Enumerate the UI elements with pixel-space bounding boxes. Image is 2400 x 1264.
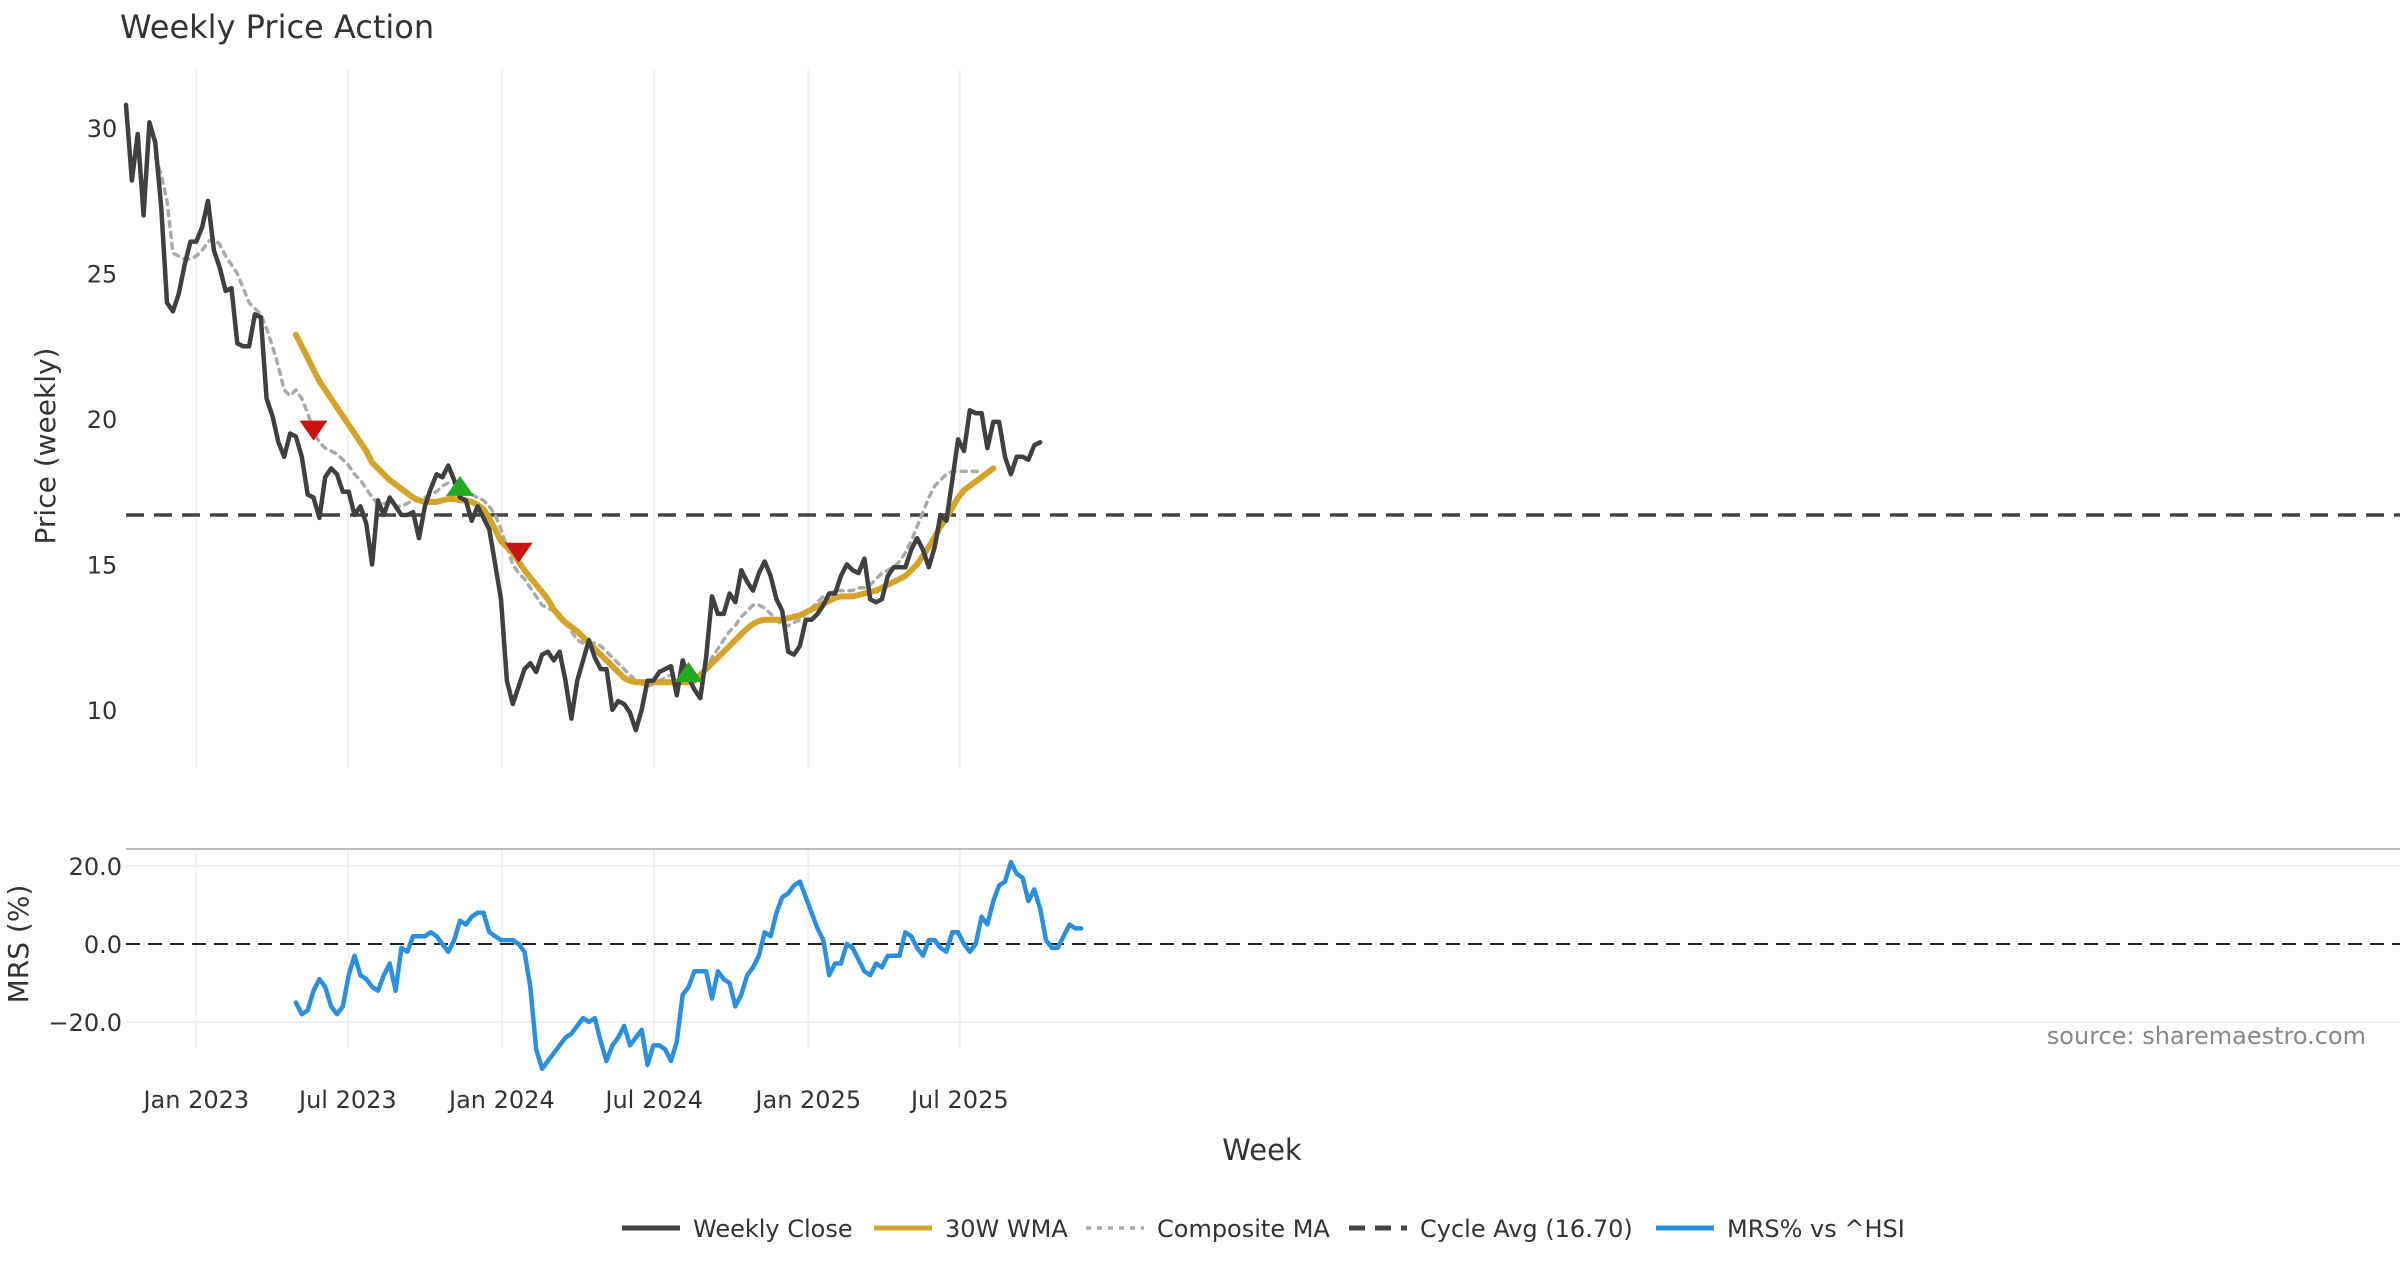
mrs-y-tick-label: −20.0	[48, 1009, 122, 1037]
price-y-tick-label: 25	[87, 261, 118, 289]
buy-signal-marker	[446, 475, 475, 496]
price-y-tick-label: 15	[87, 551, 118, 579]
x-tick-label: Jan 2024	[447, 1086, 555, 1114]
x-tick-label: Jul 2023	[297, 1086, 397, 1114]
mrs-y-axis-label: MRS (%)	[2, 885, 35, 1004]
mrs-y-tick-label: 20.0	[69, 853, 122, 881]
buy-signal-marker	[674, 662, 703, 683]
mrs-series-group	[293, 859, 1084, 1072]
series-30w-wma-line	[292, 331, 997, 686]
price-y-tick-label: 20	[87, 406, 118, 434]
price-y-axis-label: Price (weekly)	[29, 348, 62, 545]
x-tick-label: Jan 2023	[141, 1086, 249, 1114]
price-y-tick-labels: 10 15 20 25 30	[87, 115, 118, 725]
series-mrs-line	[293, 859, 1084, 1072]
legend-label: Weekly Close	[693, 1215, 853, 1243]
x-tick-label: Jul 2024	[603, 1086, 703, 1114]
x-tick-labels: Jan 2023 Jul 2023 Jan 2024 Jul 2024 Jan 2025…	[141, 1086, 1008, 1114]
legend-label: MRS% vs ^HSI	[1727, 1215, 1905, 1243]
mrs-y-tick-labels: −20.0 0.0 20.0	[48, 853, 122, 1037]
sell-signal-marker	[299, 420, 328, 441]
price-y-tick-label: 30	[87, 115, 118, 143]
price-series-group	[123, 102, 1043, 733]
x-tick-label: Jul 2025	[909, 1086, 1009, 1114]
legend-label: Composite MA	[1157, 1215, 1330, 1243]
mrs-y-tick-label: 0.0	[84, 931, 122, 959]
mrs-gridlines	[126, 849, 2400, 1048]
source-note: source: sharemaestro.com	[2047, 1022, 2366, 1050]
x-tick-label: Jan 2025	[753, 1086, 861, 1114]
price-y-tick-label: 10	[87, 697, 118, 725]
legend: Weekly Close 30W WMA Composite MA Cycle Avg…	[622, 1215, 1905, 1243]
signal-markers-group	[299, 420, 703, 683]
series-weekly-close-line	[123, 102, 1043, 733]
legend-label: 30W WMA	[945, 1215, 1068, 1243]
x-axis-label: Week	[1222, 1133, 1302, 1167]
price-gridlines	[195, 70, 961, 768]
chart-title: Weekly Price Action	[120, 8, 434, 46]
sell-signal-marker	[504, 542, 533, 563]
legend-label: Cycle Avg (16.70)	[1420, 1215, 1633, 1243]
